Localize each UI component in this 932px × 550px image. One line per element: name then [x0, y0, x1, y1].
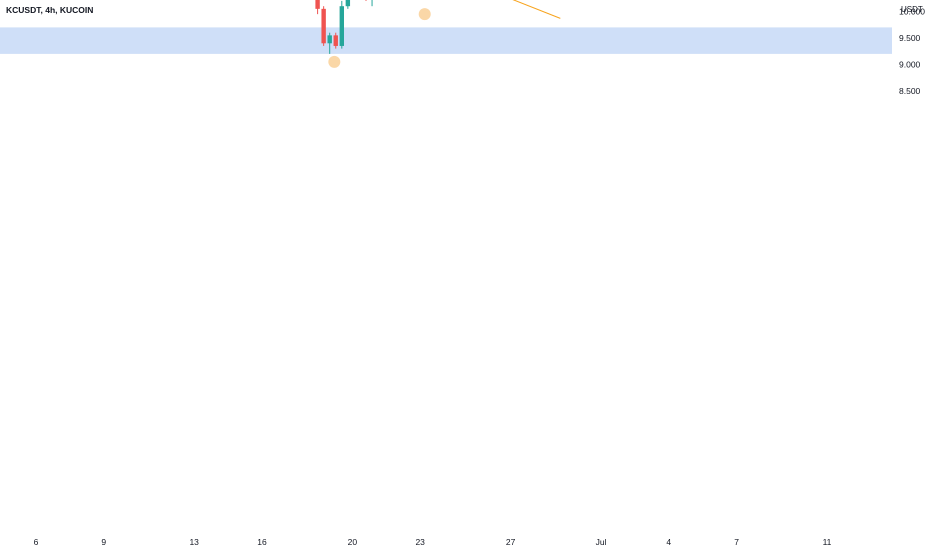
x-tick-label: 13	[189, 537, 199, 547]
candle	[333, 32, 338, 49]
x-tick-label: 9	[101, 537, 106, 547]
candle-body	[339, 6, 344, 46]
currency-unit: USDT	[901, 5, 923, 14]
candle	[315, 0, 320, 15]
candle	[365, 0, 367, 1]
x-tick-label: 11	[823, 537, 832, 547]
candle-body	[321, 8, 326, 44]
symbol-title: KCUSDT, 4h, KUCOIN	[6, 5, 94, 15]
x-tick-label: 6	[34, 537, 39, 547]
candle	[321, 6, 326, 46]
candle	[339, 0, 344, 49]
trendline	[512, 0, 561, 19]
x-tick-label: 7	[734, 537, 739, 547]
y-tick-label: 8.500	[899, 86, 921, 96]
marker-dot	[418, 8, 431, 21]
symbol-exchange: KUCOIN	[59, 5, 94, 15]
symbol-name: KCUSDT	[6, 5, 41, 15]
x-tick-label: 20	[348, 537, 358, 547]
candle-body	[345, 0, 351, 7]
candle-body	[327, 35, 332, 44]
x-tick-label: 4	[666, 537, 671, 547]
x-tick-label: 27	[506, 537, 516, 547]
candle-body	[315, 0, 320, 9]
x-tick-label: 16	[257, 537, 267, 547]
x-tick-label: Jul	[596, 537, 607, 547]
y-tick-label: 10.000	[899, 7, 925, 17]
candle-body	[333, 35, 338, 46]
symbol-interval: 4h	[45, 5, 56, 15]
y-tick-label: 9.500	[899, 33, 921, 43]
marker-dot	[328, 55, 341, 68]
y-tick-label: 9.000	[899, 60, 921, 70]
candle	[345, 0, 351, 9]
support-zone-bottom	[0, 27, 892, 54]
candle	[327, 32, 332, 54]
candle	[371, 0, 373, 7]
x-tick-label: 23	[415, 537, 425, 547]
